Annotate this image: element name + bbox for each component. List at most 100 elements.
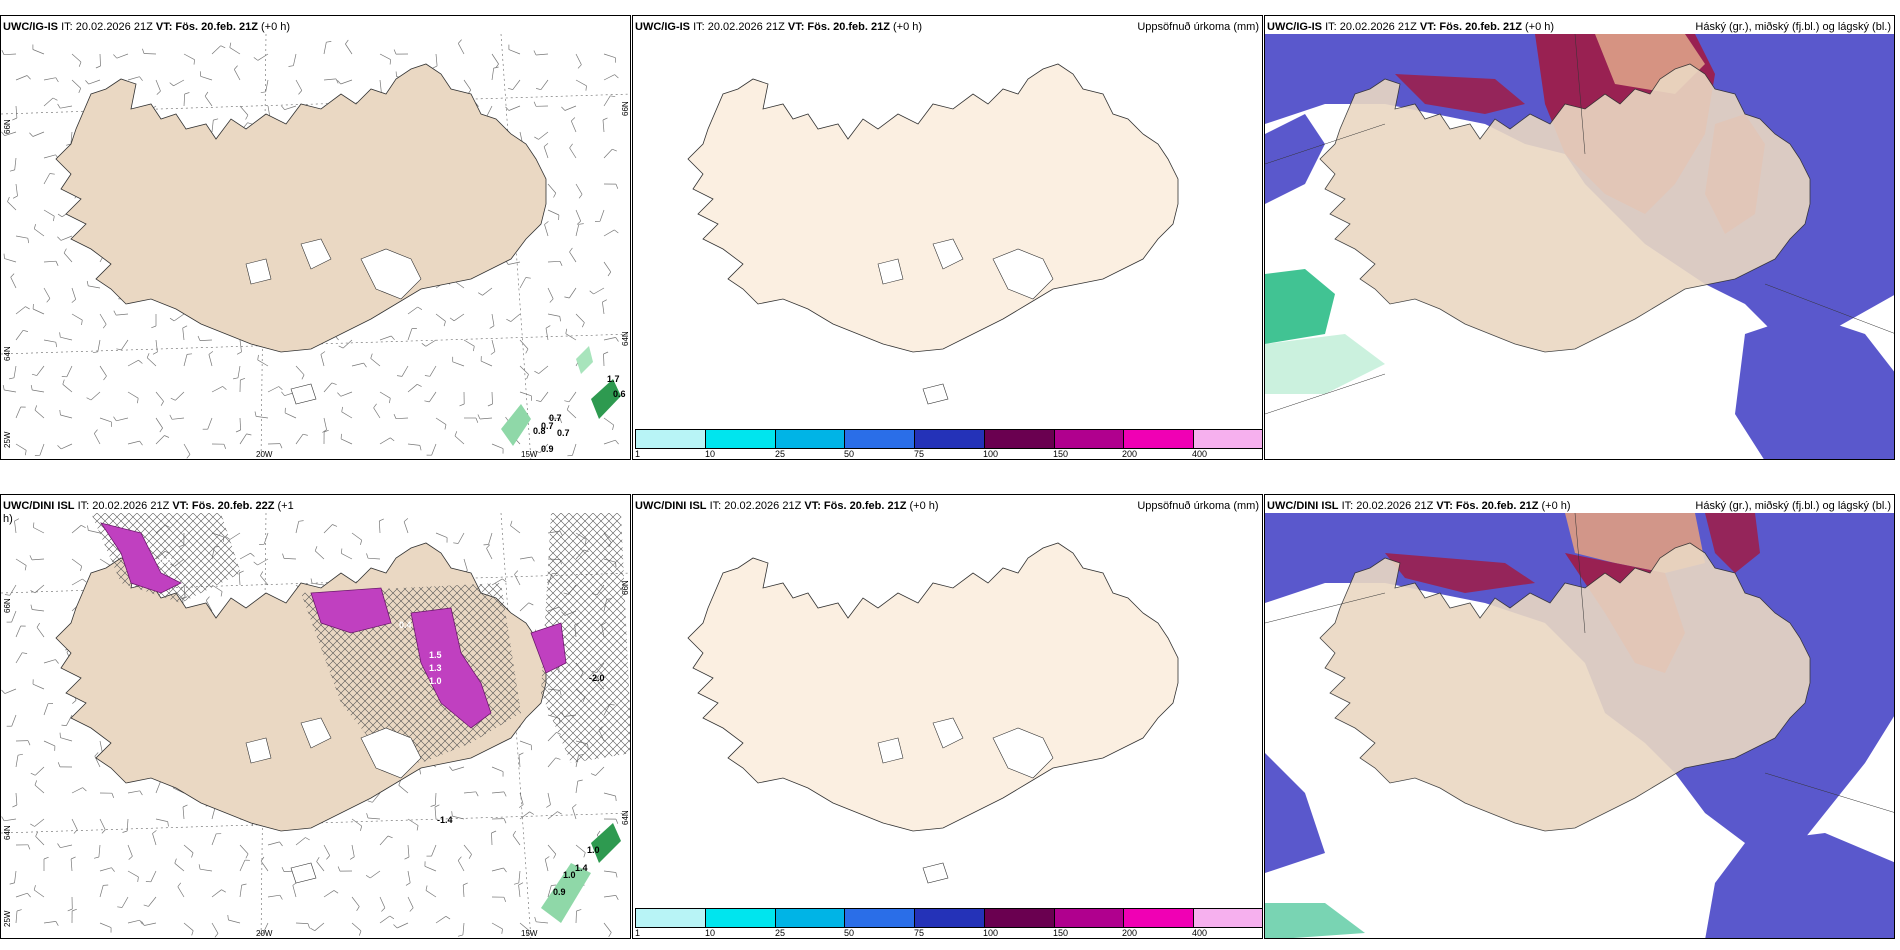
wind-barb-flag: [559, 418, 563, 424]
wind-barb: [34, 409, 45, 419]
wind-barb: [4, 389, 17, 393]
wind-barb-flag: [43, 856, 49, 860]
wind-barb: [543, 146, 549, 159]
wind-barb: [603, 95, 611, 107]
value-label: 1.0: [563, 870, 576, 880]
wind-barb-flag: [254, 411, 257, 417]
wind-barb: [491, 867, 504, 872]
wind-barb: [425, 890, 437, 898]
wind-barb: [32, 49, 45, 55]
wind-barb-flag: [615, 895, 619, 900]
wind-barb-flag: [370, 353, 373, 359]
wind-barb-flag: [14, 518, 20, 522]
wind-barb-flag: [393, 413, 397, 419]
wind-barb-flag: [59, 332, 61, 338]
wind-barb: [568, 391, 577, 403]
colorbar-label: 1: [635, 449, 641, 459]
wind-barb: [199, 339, 213, 341]
wind-barb: [340, 79, 353, 85]
wind-barb: [127, 919, 140, 924]
wind-barb-flag: [421, 343, 427, 347]
wind-barb: [71, 787, 83, 794]
wind-barb-flag: [566, 405, 570, 410]
colorbar-segment: [1124, 909, 1195, 927]
wind-barb-flag: [526, 374, 529, 380]
wind-barb-flag: [337, 392, 342, 397]
wind-barb: [66, 714, 73, 726]
wind-barb: [603, 261, 612, 273]
wind-barb: [71, 287, 77, 300]
wind-barb-flag: [493, 66, 499, 69]
wind-barb-flag: [451, 811, 453, 817]
wind-barb-flag: [360, 825, 363, 831]
wind-barb: [547, 183, 557, 194]
wind-barb: [32, 683, 45, 690]
wind-barb-flag: [419, 445, 422, 451]
wind-barb: [512, 835, 521, 846]
wind-barb: [429, 365, 437, 377]
wind-barb: [367, 557, 381, 560]
wind-barb: [514, 574, 521, 586]
wind-barb: [14, 157, 17, 170]
wind-barb: [15, 75, 28, 81]
wind-barb: [99, 867, 112, 872]
wind-barb: [569, 147, 577, 159]
wind-barb: [398, 785, 409, 794]
wind-barb-flag: [152, 830, 157, 834]
wind-barb-flag: [214, 933, 219, 938]
wind-barb: [519, 602, 530, 612]
wind-barb-flag: [409, 907, 414, 912]
wind-barb: [535, 53, 549, 56]
wind-barb-flag: [398, 780, 401, 786]
wind-barb-flag: [78, 61, 82, 67]
wind-barb-flag: [10, 273, 15, 278]
wind-barb: [175, 391, 185, 401]
wind-barb: [200, 868, 213, 872]
wind-barb-flag: [544, 221, 549, 225]
wind-barb: [454, 435, 465, 445]
wind-barb: [183, 443, 191, 455]
wind-barb-flag: [198, 864, 201, 870]
wind-barb-flag: [182, 325, 188, 329]
wind-barb: [407, 306, 418, 315]
wind-barb: [9, 584, 17, 596]
wind-barb: [378, 520, 381, 534]
wind-barb-flag: [326, 41, 332, 43]
wind-barb: [150, 870, 157, 882]
wind-barb-flag: [116, 348, 122, 351]
wind-barb: [463, 558, 468, 571]
colorbar-label: 10: [705, 449, 716, 459]
wind-barb-flag: [445, 916, 451, 920]
wind-barb: [457, 532, 465, 544]
wind-barb: [71, 53, 82, 63]
colorbar-segment: [1054, 430, 1125, 448]
wind-barb-flag: [247, 122, 253, 125]
wind-barb: [260, 860, 269, 872]
wind-barb: [71, 558, 82, 567]
wind-barb: [174, 863, 185, 872]
wind-barb: [43, 77, 56, 81]
value-label: 0.7: [541, 421, 554, 431]
wind-barb-flag: [417, 383, 422, 387]
wind-barb-flag: [184, 92, 190, 95]
wind-barb-flag: [512, 830, 516, 836]
wind-barb-flag: [585, 85, 587, 91]
wind-barb: [519, 277, 527, 289]
wind-barb-flag: [453, 542, 459, 544]
wind-barb: [434, 792, 437, 806]
precip-colorbar: [635, 429, 1262, 449]
wind-barb-flag: [70, 856, 76, 860]
wind-barb-flag: [363, 362, 367, 368]
wind-barb-flag: [186, 454, 191, 459]
wind-barb: [603, 148, 613, 159]
wind-barb-flag: [323, 429, 329, 433]
wind-barb: [510, 525, 521, 534]
wind-barb-flag: [250, 552, 255, 557]
wind-barb-flag: [278, 386, 283, 391]
wind-barb: [547, 811, 558, 820]
wind-barb-flag: [459, 403, 465, 407]
wind-barb-flag: [141, 921, 145, 926]
precip-colorbar: [635, 908, 1262, 928]
wind-barb: [566, 409, 577, 419]
wind-barb-flag: [564, 400, 570, 403]
